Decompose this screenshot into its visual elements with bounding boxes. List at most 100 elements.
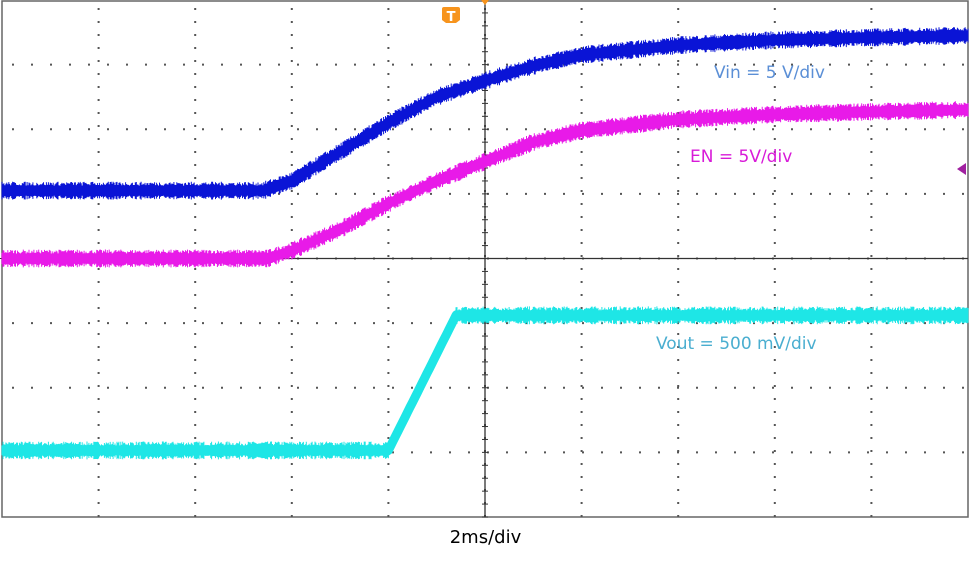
- grid-dot: [870, 190, 873, 192]
- grid-dot: [316, 322, 318, 325]
- grid-dot: [773, 489, 776, 491]
- grid-dot: [773, 255, 776, 257]
- grid-dot: [278, 128, 280, 131]
- grid-dot: [411, 386, 413, 389]
- grid-dot: [905, 322, 907, 325]
- grid-dot: [194, 216, 197, 218]
- grid-dot: [290, 333, 293, 335]
- grid-dot: [582, 63, 584, 66]
- grid-dot: [290, 515, 293, 517]
- grid-dot: [886, 63, 888, 66]
- grid-dot: [677, 177, 680, 179]
- grid-dot: [580, 86, 583, 88]
- grid-dot: [525, 386, 527, 389]
- grid-dot: [580, 281, 583, 283]
- trigger-letter: T: [447, 10, 456, 25]
- grid-dot: [580, 21, 583, 23]
- grid-dot: [867, 322, 869, 325]
- grid-dot: [97, 515, 100, 517]
- grid-dot: [544, 128, 546, 131]
- grid-dot: [677, 99, 680, 101]
- grid-dot: [715, 451, 717, 454]
- grid-dot: [194, 151, 197, 153]
- grid-dot: [97, 463, 100, 465]
- grid-dot: [126, 386, 128, 389]
- grid-dot: [870, 437, 873, 439]
- trace-label-2: Vout = 500 mV/div: [656, 334, 817, 354]
- grid-dot: [145, 63, 147, 66]
- grid-dot: [677, 21, 680, 23]
- grid-dot: [773, 515, 776, 517]
- grid-dot: [677, 386, 679, 389]
- grid-dot: [387, 47, 390, 49]
- grid-dot: [290, 424, 293, 426]
- grid-dot: [962, 451, 964, 454]
- grid-dot: [387, 138, 390, 140]
- grid-dot: [677, 138, 680, 140]
- grid-dot: [278, 386, 280, 389]
- grid-dot: [962, 63, 964, 66]
- markers: T: [442, 0, 966, 175]
- grid-dot: [905, 63, 907, 66]
- grid-dot: [677, 125, 680, 127]
- grid-dot: [696, 451, 698, 454]
- grid-dot: [773, 424, 776, 426]
- grid-dot: [69, 63, 71, 66]
- grid-dot: [278, 322, 280, 325]
- grid-dot: [430, 128, 432, 131]
- grid-dot: [870, 203, 873, 205]
- grid-dot: [31, 63, 33, 66]
- grid-dot: [677, 216, 680, 218]
- grid-dot: [773, 450, 776, 452]
- grid-dot: [194, 398, 197, 400]
- grid-dot: [753, 386, 755, 389]
- grid-dot: [97, 424, 100, 426]
- grid-dot: [773, 372, 776, 374]
- grid-dot: [194, 437, 197, 439]
- grid-dot: [677, 268, 680, 270]
- grid-dot: [677, 281, 680, 283]
- grid-dot: [791, 63, 793, 66]
- grid-dot: [97, 372, 100, 374]
- grid-dot: [870, 359, 873, 361]
- grid-dot: [870, 86, 873, 88]
- grid-dot: [194, 346, 197, 348]
- grid-dot: [183, 128, 185, 131]
- grid-dot: [316, 386, 318, 389]
- grid-dot: [734, 63, 736, 66]
- grid-dot: [290, 21, 293, 23]
- grid-dot: [773, 151, 776, 153]
- grid-dot: [753, 451, 755, 454]
- grid-dot: [259, 386, 261, 389]
- grid-dot: [734, 386, 736, 389]
- grid-dot: [773, 21, 776, 23]
- grid-dot: [677, 190, 680, 192]
- grid-dot: [829, 386, 831, 389]
- grid-dot: [387, 164, 390, 166]
- grid-dot: [791, 451, 793, 454]
- grid-dot: [221, 386, 223, 389]
- grid-dot: [387, 151, 390, 153]
- grid-dot: [870, 515, 873, 517]
- grid-dot: [88, 128, 90, 131]
- grid-dot: [194, 34, 197, 36]
- grid-dot: [145, 128, 147, 131]
- grid-dot: [12, 322, 14, 325]
- grid-dot: [544, 322, 546, 325]
- grid-dot: [97, 34, 100, 36]
- grid-dot: [97, 229, 100, 231]
- grid-dot: [297, 386, 299, 389]
- grid-dot: [392, 128, 394, 131]
- grid-dot: [773, 229, 776, 231]
- grid-dot: [867, 451, 869, 454]
- grid-dot: [677, 307, 680, 309]
- grid-dot: [145, 386, 147, 389]
- grid-dot: [870, 385, 873, 387]
- grid-dot: [387, 281, 390, 283]
- grid-dot: [677, 463, 680, 465]
- grid-dot: [290, 463, 293, 465]
- grid-dot: [97, 281, 100, 283]
- grid-dot: [290, 34, 293, 36]
- grid-dot: [580, 450, 583, 452]
- grid-dot: [924, 192, 926, 195]
